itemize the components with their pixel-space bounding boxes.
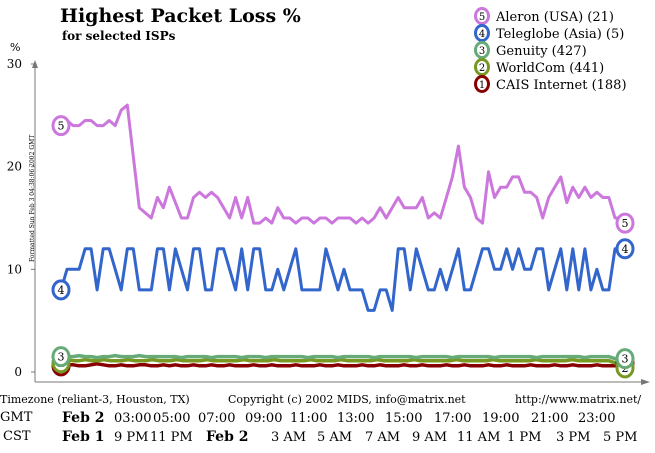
cst-label: CST bbox=[3, 429, 31, 444]
marker-label: 4 bbox=[58, 284, 65, 297]
gmt-tick: 07:00 bbox=[198, 411, 235, 426]
gmt-tick: 21:00 bbox=[531, 411, 568, 426]
series-lines bbox=[54, 103, 628, 370]
y-tick-label: 20 bbox=[7, 160, 22, 174]
gmt-tick: 03:00 bbox=[114, 411, 151, 426]
series-marker-end-rank-4: 4 bbox=[615, 238, 635, 260]
chart-title: Highest Packet Loss % bbox=[60, 5, 301, 27]
marker-ring bbox=[51, 279, 71, 301]
legend-item-rank-1: 1 CAIS Internet (188) bbox=[474, 75, 627, 93]
cst-tick: 9 AM bbox=[412, 430, 447, 445]
formatted-note: Formatted Sun Feb 3 04:38:06 2002 GMT bbox=[29, 135, 36, 262]
footer-url: http://www.matrix.net/ bbox=[515, 393, 641, 406]
cst-tick: 7 AM bbox=[365, 430, 400, 445]
cst-tick: 11 AM bbox=[457, 430, 500, 445]
y-tick-labels: 0 10 20 30 bbox=[7, 57, 35, 379]
gmt-tick: 13:00 bbox=[337, 411, 374, 426]
legend-label: Genuity (427) bbox=[496, 44, 587, 59]
marker-ring bbox=[615, 348, 635, 370]
series-marker-end-rank-5: 5 bbox=[615, 212, 635, 234]
series-line-rank-3 bbox=[54, 351, 627, 361]
legend-ring bbox=[474, 75, 490, 93]
legend-ring bbox=[474, 58, 490, 76]
cst-date: Feb 1 bbox=[62, 429, 105, 445]
marker-label: 5 bbox=[58, 120, 65, 133]
gmt-date: Feb 2 bbox=[62, 410, 105, 426]
legend-ring bbox=[474, 7, 490, 25]
marker-ring bbox=[615, 238, 635, 260]
cst-tick: 3 AM bbox=[271, 430, 306, 445]
series-marker-start-rank-3: 3 bbox=[51, 346, 71, 368]
cst-date-2: Feb 2 bbox=[206, 429, 249, 445]
series-line-rank-5 bbox=[55, 103, 628, 225]
legend-item-rank-4: 4 Teleglobe (Asia) (5) bbox=[474, 24, 624, 42]
marker-label: 3 bbox=[58, 351, 65, 364]
gmt-tick: 17:00 bbox=[434, 411, 471, 426]
footer-timezone: Timezone (reliant-3, Houston, TX) bbox=[0, 393, 190, 406]
y-tick-label: 10 bbox=[7, 262, 22, 276]
legend-rank: 1 bbox=[479, 80, 485, 91]
cst-tick: 11 PM bbox=[150, 430, 193, 445]
cst-tick: 1 PM bbox=[507, 430, 541, 445]
legend-ring bbox=[474, 41, 490, 59]
gmt-tick: 23:00 bbox=[578, 411, 615, 426]
marker-label: 4 bbox=[622, 243, 629, 256]
series-marker-end-rank-3: 3 bbox=[615, 348, 635, 370]
marker-ring bbox=[615, 212, 635, 234]
legend-rank: 3 bbox=[479, 46, 485, 57]
legend-label: CAIS Internet (188) bbox=[496, 78, 627, 93]
y-tick-label: 30 bbox=[7, 57, 22, 71]
series-line-rank-4 bbox=[55, 247, 627, 312]
legend-ring bbox=[474, 24, 490, 42]
gmt-label: GMT bbox=[0, 410, 33, 425]
legend-item-rank-3: 3 Genuity (427) bbox=[474, 41, 587, 59]
marker-ring bbox=[51, 346, 71, 368]
y-axis-label: % bbox=[10, 41, 20, 54]
legend-item-rank-2: 2 WorldCom (441) bbox=[474, 58, 604, 76]
series-marker-start-rank-5: 5 bbox=[51, 115, 71, 137]
legend-label: Aleron (USA) (21) bbox=[495, 10, 614, 25]
legend: 5 Aleron (USA) (21)4 Teleglobe (Asia) (5)3… bbox=[474, 7, 627, 93]
legend-item-rank-5: 5 Aleron (USA) (21) bbox=[474, 7, 614, 25]
cst-tick: 5 AM bbox=[317, 430, 352, 445]
series-marker-start-rank-4: 4 bbox=[51, 279, 71, 301]
series-line-rank-2 bbox=[54, 357, 628, 370]
series-line-rank-1 bbox=[55, 361, 627, 368]
cst-tick: 9 PM bbox=[114, 430, 148, 445]
marker-ring bbox=[51, 115, 71, 137]
marker-label: 3 bbox=[622, 353, 629, 366]
cst-tick-labels: 9 PM 11 PM 3 AM 5 AM 7 AM 9 AM 11 AM 1 PM 3 PM 5 … bbox=[114, 430, 637, 445]
gmt-tick: 11:00 bbox=[290, 411, 327, 426]
legend-rank: 4 bbox=[479, 29, 485, 40]
footer-copyright: Copyright (c) 2002 MIDS, info@matrix.net bbox=[228, 393, 466, 406]
cst-tick: 3 PM bbox=[556, 430, 590, 445]
y-tick-label: 0 bbox=[14, 365, 22, 379]
marker-label: 5 bbox=[622, 217, 629, 230]
legend-label: Teleglobe (Asia) (5) bbox=[496, 27, 624, 42]
cst-tick: 5 PM bbox=[603, 430, 637, 445]
gmt-tick: 15:00 bbox=[385, 411, 422, 426]
chart-subtitle: for selected ISPs bbox=[62, 29, 176, 43]
legend-label: WorldCom (441) bbox=[496, 61, 604, 76]
legend-rank: 2 bbox=[479, 63, 485, 74]
gmt-tick-labels: 03:00 05:00 07:00 09:00 11:00 13:00 15:00 17:00… bbox=[114, 411, 615, 426]
series-markers: 1122334455 bbox=[51, 115, 635, 379]
gmt-tick: 09:00 bbox=[245, 411, 282, 426]
x-axis-arrow bbox=[641, 379, 650, 385]
legend-rank: 5 bbox=[479, 12, 485, 23]
gmt-tick: 05:00 bbox=[153, 411, 190, 426]
gmt-tick: 19:00 bbox=[482, 411, 519, 426]
